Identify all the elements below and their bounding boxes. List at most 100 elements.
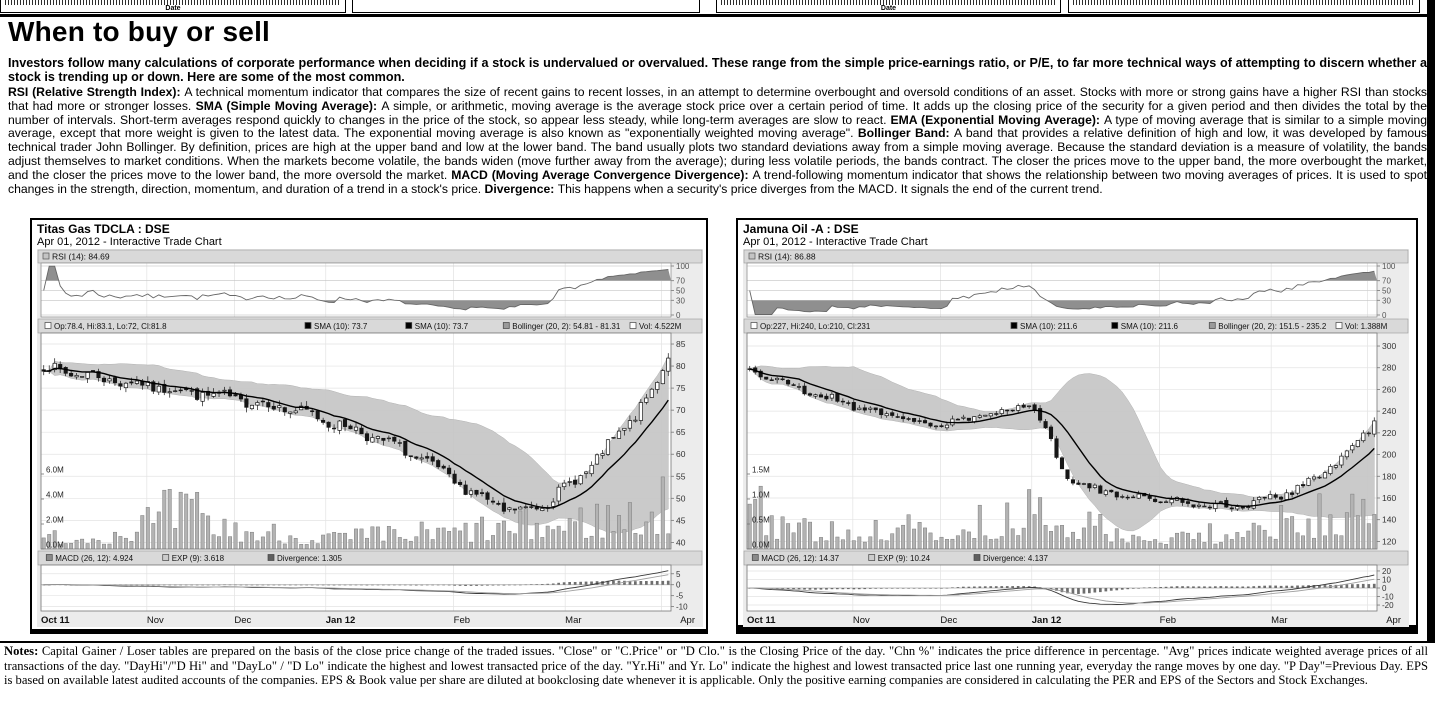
svg-text:120: 120 (1382, 536, 1396, 546)
svg-text:45: 45 (676, 515, 686, 525)
svg-text:100: 100 (676, 262, 690, 271)
axis-date-label: Date (880, 5, 897, 12)
svg-text:-5: -5 (676, 592, 684, 601)
legend-marker (868, 554, 876, 561)
rsi-legend-marker (748, 252, 756, 260)
section-divider-rule (0, 14, 1435, 17)
svg-text:Mar: Mar (565, 615, 581, 626)
macd-legend-strip (743, 550, 1409, 566)
chart-subtitle: Apr 01, 2012 - Interactive Trade Chart (743, 236, 928, 248)
sma-line (43, 367, 669, 509)
axis-date-label: Date (165, 5, 181, 12)
definition-text: This happens when a security's price div… (557, 181, 1103, 196)
svg-text:0.5M: 0.5M (752, 516, 770, 525)
svg-text:0: 0 (1382, 311, 1387, 320)
rsi-legend-marker (42, 252, 50, 260)
svg-text:80: 80 (676, 361, 686, 371)
definition-text: A band that provides a relative definiti… (8, 126, 1427, 182)
svg-text:50: 50 (1382, 287, 1391, 296)
svg-text:220: 220 (1382, 428, 1396, 438)
legend-marker (751, 554, 759, 561)
definitions-paragraph: RSI (Relative Strength Index): A technic… (8, 85, 1428, 196)
volume-bars (41, 476, 671, 549)
svg-text:Divergence: 1.305: Divergence: 1.305 (277, 554, 342, 563)
chart-canvas: 100 70 50 30 0 RSI (14): 84.69 Op:78.4, Hi:83.… (37, 249, 704, 632)
svg-text:Oct 11: Oct 11 (41, 615, 70, 626)
rsi-oversold-fill (41, 300, 671, 310)
legend-marker (1010, 322, 1018, 329)
legend-marker (750, 322, 758, 329)
cutoff-chart-remnant (1068, 0, 1420, 13)
svg-text:0.0M: 0.0M (752, 541, 770, 550)
svg-text:1.5M: 1.5M (752, 466, 770, 475)
svg-text:Apr: Apr (1386, 615, 1401, 626)
svg-text:0.0M: 0.0M (46, 541, 64, 550)
svg-text:30: 30 (1382, 296, 1391, 305)
candlesticks (41, 353, 671, 515)
svg-text:Vol: 4.522M: Vol: 4.522M (639, 322, 682, 331)
svg-text:Dec: Dec (940, 615, 957, 626)
svg-text:RSI (14): 84.69: RSI (14): 84.69 (52, 252, 110, 262)
notes-label: Notes: (4, 644, 39, 658)
notes-divider-rule (0, 641, 1435, 643)
svg-text:MACD (26, 12): 14.37: MACD (26, 12): 14.37 (761, 554, 839, 563)
macd-legend-strip (37, 550, 703, 566)
legend-marker (405, 322, 413, 329)
svg-text:RSI (14): 86.88: RSI (14): 86.88 (758, 252, 816, 262)
hatch-pattern (721, 0, 1056, 5)
definition-text: A technical momentum indicator that comp… (8, 85, 1428, 113)
definition-term: EMA (Exponential Moving Average): (890, 112, 1104, 127)
svg-text:70: 70 (1382, 277, 1391, 286)
svg-text:0: 0 (1382, 584, 1387, 593)
rsi-plot (747, 263, 1377, 317)
definition-text: A simple, or arithmetic, moving average … (8, 98, 1427, 127)
svg-text:4.0M: 4.0M (46, 491, 64, 500)
svg-text:60: 60 (676, 449, 686, 459)
legend-marker (502, 322, 510, 329)
legend-marker (45, 554, 53, 561)
hatch-pattern (5, 0, 341, 5)
svg-text:55: 55 (676, 471, 686, 481)
svg-text:85: 85 (676, 339, 686, 349)
page-title: When to buy or sell (8, 16, 271, 47)
rsi-legend-strip (743, 249, 1409, 264)
svg-text:40: 40 (676, 537, 686, 547)
chart-title: Titas Gas TDCLA : DSE (37, 222, 170, 236)
macd-data (42, 570, 670, 595)
svg-text:10: 10 (1382, 575, 1391, 584)
legend-marker (629, 322, 637, 329)
svg-text:Mar: Mar (1271, 615, 1287, 626)
legend-marker (304, 322, 312, 329)
rsi-line (749, 270, 1375, 315)
svg-text:Oct 11: Oct 11 (747, 615, 776, 626)
legend-marker (267, 554, 275, 561)
svg-text:-10: -10 (676, 603, 688, 612)
legend-marker (973, 554, 981, 561)
svg-text:Feb: Feb (454, 615, 470, 626)
svg-text:240: 240 (1382, 406, 1396, 416)
svg-text:Bollinger (20, 2): 151.5 - 235: Bollinger (20, 2): 151.5 - 235.2 (1218, 322, 1327, 331)
svg-text:Bollinger (20, 2): 54.81 - 81.: Bollinger (20, 2): 54.81 - 81.31 (512, 322, 621, 331)
svg-text:Feb: Feb (1160, 615, 1176, 626)
svg-text:Jan 12: Jan 12 (326, 615, 356, 626)
svg-text:Vol: 1.388M: Vol: 1.388M (1345, 322, 1388, 331)
svg-text:SMA (10): 211.6: SMA (10): 211.6 (1020, 322, 1078, 331)
rsi-overbought-fill (41, 266, 671, 281)
hatch-pattern (1073, 0, 1415, 5)
top-strip-remnants: Date Date (0, 0, 1435, 14)
svg-text:280: 280 (1382, 363, 1396, 373)
scan-edge-bar (1427, 0, 1435, 641)
svg-text:20: 20 (1382, 567, 1391, 576)
bollinger-band (749, 365, 1375, 532)
svg-text:EXP (9): 10.24: EXP (9): 10.24 (878, 554, 931, 563)
svg-text:70: 70 (676, 405, 686, 415)
legend-marker (162, 554, 170, 561)
sma-line (749, 368, 1375, 507)
svg-text:70: 70 (676, 277, 685, 286)
svg-text:300: 300 (1382, 341, 1396, 351)
svg-text:0: 0 (676, 311, 681, 320)
svg-text:EXP (9): 3.618: EXP (9): 3.618 (172, 554, 225, 563)
